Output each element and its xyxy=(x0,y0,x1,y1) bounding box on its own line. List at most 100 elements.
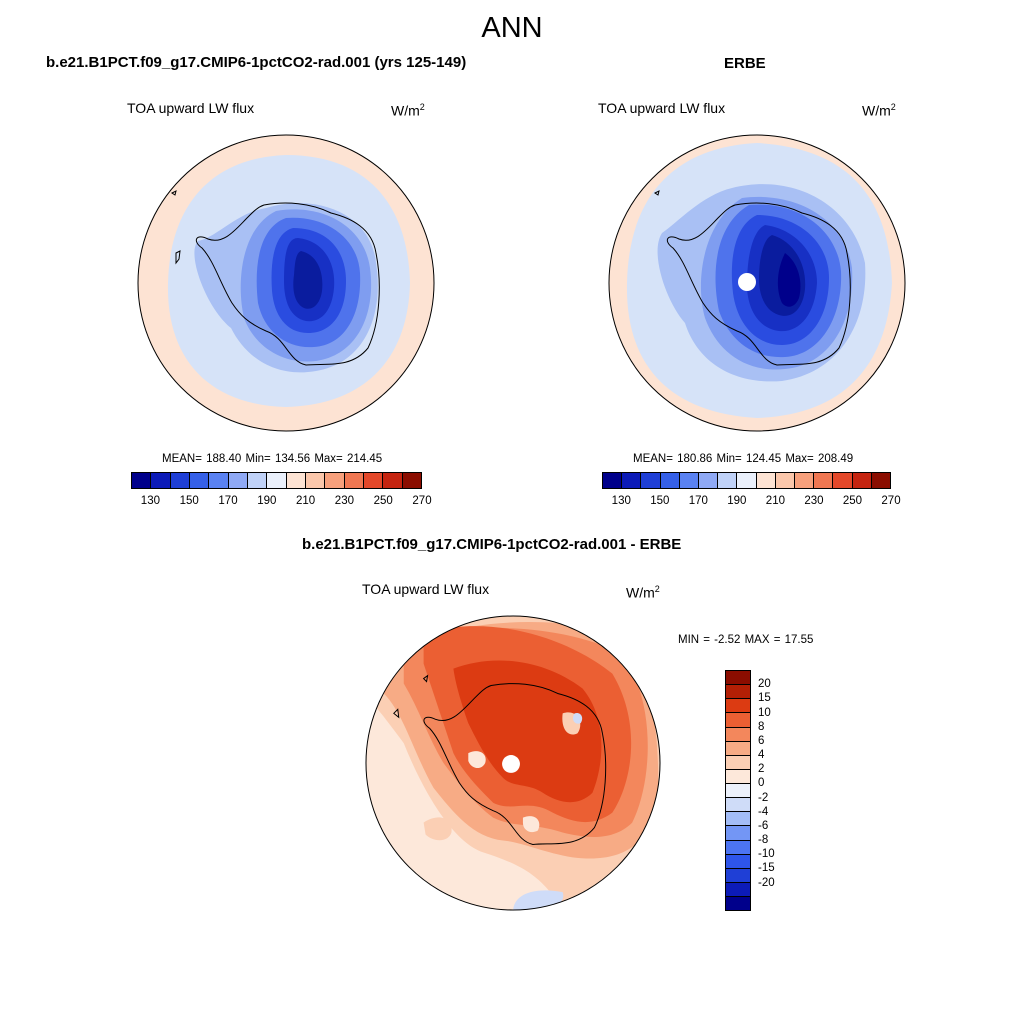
colorbar-swatch xyxy=(383,473,403,488)
colorbar-tick-label: 2 xyxy=(758,763,765,776)
left-stats: MEAN= 188.40 Min= 134.56 Max= 214.45 xyxy=(162,453,383,465)
colorbar-swatch xyxy=(305,473,326,488)
colorbar-swatch xyxy=(679,473,700,488)
left-run-title: b.e21.B1PCT.f09_g17.CMIP6-1pctCO2-rad.00… xyxy=(46,54,467,71)
figure-title: ANN xyxy=(481,12,543,44)
colorbar-swatch xyxy=(833,473,853,488)
left-polar-map xyxy=(137,134,435,432)
colorbar-swatch xyxy=(209,473,229,488)
colorbar-tick-label: -8 xyxy=(758,834,769,847)
colorbar-swatch xyxy=(726,812,750,827)
diff-run-title: b.e21.B1PCT.f09_g17.CMIP6-1pctCO2-rad.00… xyxy=(302,536,682,553)
colorbar-tick-label: 170 xyxy=(218,495,238,507)
colorbar-swatch xyxy=(726,755,750,770)
colorbar-tick-label: 230 xyxy=(804,495,824,507)
right-units: W/m2 xyxy=(862,102,896,119)
colorbar-swatch xyxy=(726,727,750,742)
colorbar-swatch xyxy=(726,769,750,784)
colorbar-tick-label: 190 xyxy=(257,495,277,507)
colorbar-tick-label: 20 xyxy=(758,678,771,691)
colorbar-tick-label: 10 xyxy=(758,706,771,719)
colorbar-swatch xyxy=(402,473,421,488)
right-run-title: ERBE xyxy=(724,55,766,72)
colorbar-swatch xyxy=(726,671,750,686)
left-units: W/m2 xyxy=(391,102,425,119)
colorbar-swatch xyxy=(641,473,661,488)
colorbar-swatch xyxy=(814,473,834,488)
colorbar-swatch xyxy=(132,473,152,488)
colorbar-swatch xyxy=(726,784,750,799)
colorbar-swatch xyxy=(852,473,872,488)
colorbar-swatch xyxy=(726,854,750,869)
colorbar-tick-label: 210 xyxy=(765,495,785,507)
colorbar-tick-label: -6 xyxy=(758,819,769,832)
colorbar-swatch xyxy=(170,473,190,488)
colorbar-swatch xyxy=(699,473,719,488)
colorbar-swatch xyxy=(718,473,738,488)
diff-polar-map xyxy=(365,615,661,911)
colorbar-tick-label: -15 xyxy=(758,862,775,875)
left-colorbar xyxy=(131,472,422,489)
colorbar-tick-label: 270 xyxy=(412,495,432,507)
colorbar-swatch xyxy=(603,473,623,488)
diff-colorbar-labels: 20 15 10 8 6 4 2 0 -2 -4 -6 -8 -10 -15 -20 xyxy=(758,670,798,911)
right-field-name: TOA upward LW flux xyxy=(598,100,726,116)
diff-colorbar xyxy=(725,670,751,911)
colorbar-swatch xyxy=(726,685,750,700)
left-field-name: TOA upward LW flux xyxy=(127,100,255,116)
colorbar-swatch xyxy=(737,473,757,488)
colorbar-tick-label: 270 xyxy=(881,495,901,507)
colorbar-tick-label: 250 xyxy=(842,495,863,507)
colorbar-tick-label: 4 xyxy=(758,749,765,762)
colorbar-tick-label: 230 xyxy=(334,495,354,507)
colorbar-tick-label: 190 xyxy=(727,495,747,507)
colorbar-swatch xyxy=(795,473,815,488)
colorbar-swatch xyxy=(325,473,345,488)
colorbar-tick-label: 8 xyxy=(758,720,765,733)
colorbar-swatch xyxy=(622,473,642,488)
colorbar-tick-label: -4 xyxy=(758,805,769,818)
colorbar-swatch xyxy=(726,713,750,728)
colorbar-tick-label: -20 xyxy=(758,876,775,889)
colorbar-tick-label: 150 xyxy=(179,495,199,507)
colorbar-tick-label: 0 xyxy=(758,777,765,790)
colorbar-swatch xyxy=(189,473,210,488)
colorbar-swatch xyxy=(363,473,384,488)
colorbar-swatch xyxy=(726,741,750,756)
diff-units: W/m2 xyxy=(626,584,660,601)
colorbar-swatch xyxy=(726,826,750,841)
colorbar-swatch xyxy=(726,798,750,813)
right-colorbar-labels: 130 150 170 190 210 230 250 270 xyxy=(602,495,901,509)
right-polar-map xyxy=(608,134,906,432)
colorbar-swatch xyxy=(726,868,750,883)
colorbar-swatch xyxy=(775,473,796,488)
colorbar-swatch xyxy=(871,473,891,488)
colorbar-swatch xyxy=(726,882,750,897)
colorbar-tick-label: 150 xyxy=(650,495,670,507)
colorbar-swatch xyxy=(756,473,776,488)
colorbar-tick-label: 130 xyxy=(611,495,631,507)
colorbar-swatch xyxy=(267,473,287,488)
colorbar-tick-label: -2 xyxy=(758,791,769,804)
colorbar-swatch xyxy=(726,840,750,855)
colorbar-swatch xyxy=(344,473,364,488)
colorbar-swatch xyxy=(726,897,750,911)
colorbar-swatch xyxy=(726,699,750,714)
right-stats: MEAN= 180.86 Min= 124.45 Max= 208.49 xyxy=(633,453,854,465)
colorbar-tick-label: 130 xyxy=(140,495,160,507)
colorbar-tick-label: 6 xyxy=(758,734,765,747)
colorbar-tick-label: -10 xyxy=(758,848,775,861)
colorbar-tick-label: 15 xyxy=(758,692,771,705)
right-colorbar xyxy=(602,472,891,489)
diff-field-name: TOA upward LW flux xyxy=(362,581,490,597)
colorbar-swatch xyxy=(228,473,248,488)
colorbar-tick-label: 210 xyxy=(296,495,316,507)
colorbar-swatch xyxy=(151,473,171,488)
colorbar-swatch xyxy=(247,473,268,488)
diff-minmax: MIN = -2.52 MAX = 17.55 xyxy=(678,634,814,646)
left-colorbar-labels: 130 150 170 190 210 230 250 270 xyxy=(131,495,432,509)
colorbar-tick-label: 170 xyxy=(688,495,708,507)
colorbar-tick-label: 250 xyxy=(373,495,393,507)
colorbar-swatch xyxy=(286,473,306,488)
colorbar-swatch xyxy=(660,473,680,488)
